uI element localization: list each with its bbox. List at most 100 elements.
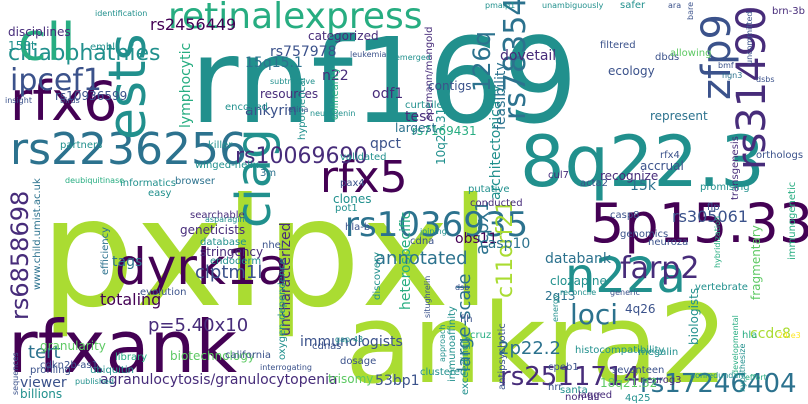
cloud-word: 2p22.2	[498, 338, 561, 359]
cloud-word: represent	[650, 109, 708, 123]
cloud-word: 126q	[468, 31, 496, 92]
cloud-word: gap-43	[335, 335, 363, 344]
cloud-word: situghrelin	[423, 276, 432, 318]
cloud-word: fragmentary	[749, 225, 763, 300]
cloud-word: killer	[208, 140, 233, 151]
cloud-word: farp2	[620, 251, 699, 286]
cloud-word: approach	[438, 325, 447, 362]
cloud-word: vertebrate	[695, 282, 748, 293]
cloud-word: partners	[60, 140, 102, 151]
cloud-word: hrr	[548, 382, 563, 393]
cloud-word: uncharacterized	[278, 222, 294, 336]
cloud-word: 3m	[260, 168, 276, 179]
cloud-word: tesc	[405, 109, 434, 125]
cloud-word: filtered	[600, 40, 636, 51]
cloud-word: pmaip1	[485, 1, 515, 10]
cloud-word: hypothetical	[297, 78, 308, 140]
cloud-word: contigs	[428, 79, 471, 93]
cloud-word: rs2456449	[150, 15, 236, 34]
cloud-word: lagged	[578, 390, 612, 401]
cloud-word: 4q25	[625, 393, 650, 404]
cloud-word: zfp9	[694, 14, 740, 100]
cloud-word: california	[225, 350, 271, 361]
cloud-word: rs2511714	[500, 362, 640, 392]
cloud-word: megalin	[638, 347, 678, 358]
cloud-word: annotated	[375, 248, 468, 269]
cloud-word: clptm1l	[195, 262, 262, 283]
cloud-word: bare	[686, 2, 695, 20]
cloud-word: qpct	[370, 136, 401, 152]
cloud-word: granularity	[40, 339, 106, 353]
cloud-word: ccdc8	[750, 326, 791, 342]
cloud-word: tert	[28, 342, 61, 363]
cloud-word: ngn3	[722, 71, 742, 80]
cloud-word: loci	[570, 298, 618, 331]
cloud-word: clustered	[420, 367, 466, 378]
cloud-word: unambiguously	[542, 1, 604, 10]
cloud-word: ankyrin	[245, 103, 297, 119]
cloud-word: trisomy	[328, 372, 373, 386]
cloud-word: ciliaophathies	[8, 41, 160, 66]
cloud-word: c11orf21	[493, 200, 518, 298]
cloud-word: informatics	[120, 178, 176, 189]
cloud-word: 8q22.3	[520, 121, 765, 203]
cloud-word: easy	[148, 188, 171, 199]
cloud-word: neuroza	[648, 237, 688, 248]
cloud-word: deubiquitinase	[65, 176, 124, 185]
cloud-word: efficiency	[100, 227, 111, 275]
cloud-word: subtractive	[270, 77, 315, 86]
cloud-word: ankra2	[345, 280, 728, 404]
cloud-word: nhej	[262, 240, 284, 251]
cloud-word: encoded	[225, 102, 268, 113]
cloud-word: developmental	[731, 315, 740, 375]
cloud-word: ara	[668, 1, 681, 10]
cloud-word: rs305061	[672, 207, 748, 226]
cloud-word: safer	[620, 0, 646, 11]
cloud-word: pax4	[340, 178, 365, 189]
cloud-word: published	[75, 377, 114, 386]
cloud-word: ciag	[226, 128, 282, 228]
cloud-word: acta2	[580, 178, 608, 189]
cloud-word: obs11	[455, 231, 498, 247]
cloud-word: biologists	[687, 288, 701, 345]
cloud-word: heterospecific	[398, 212, 414, 311]
cloud-word: emerged	[395, 53, 431, 62]
cloud-word: tags	[112, 254, 142, 270]
cloud-word: leukemia	[350, 50, 387, 59]
cloud-word: rnf169	[190, 12, 578, 150]
cloud-word: hla-b	[345, 222, 370, 233]
cloud-word: casp10	[480, 236, 530, 252]
cloud-word: viewer	[20, 375, 67, 391]
cloud-word: bmf	[718, 61, 734, 70]
cloud-word: antipsychotic	[497, 323, 508, 390]
cloud-word: transgenesis	[730, 136, 741, 200]
cloud-word: ubiquitin	[90, 365, 134, 376]
cloud-word: 4q26	[625, 302, 656, 316]
cloud-word: dsb	[455, 283, 469, 292]
cloud-word: cpeb1	[548, 362, 579, 373]
cloud-word: dsbs	[756, 75, 775, 84]
cloud-word: agranulocytosis/granulocytopenia	[100, 372, 338, 388]
cloud-word: dosage	[340, 356, 376, 367]
cloud-word: rfx4	[660, 150, 680, 161]
cloud-word: spemann/mangold	[424, 27, 435, 120]
cloud-word: databank	[545, 251, 612, 267]
cloud-word: neurog3	[640, 375, 682, 386]
cloud-word: validated	[340, 152, 387, 163]
cloud-word: endoderm	[210, 256, 261, 267]
cloud-word: categorized	[308, 29, 379, 43]
cloud-word: geneticists	[180, 223, 245, 237]
cloud-word: putative	[468, 184, 510, 195]
cloud-word: curtailed	[405, 100, 449, 111]
cloud-word: casp8	[610, 210, 640, 221]
cloud-word: 158t	[8, 39, 36, 53]
cloud-word: rfxank	[8, 305, 237, 389]
cloud-word: asparagine	[205, 215, 250, 224]
cloud-word: rs10936599	[55, 89, 127, 103]
cloud-word: retinalexpress	[168, 0, 423, 37]
cloud-word: effort	[745, 373, 767, 382]
cloud-word: n22a	[565, 248, 686, 304]
cloud-word: biotechnology	[170, 349, 255, 363]
